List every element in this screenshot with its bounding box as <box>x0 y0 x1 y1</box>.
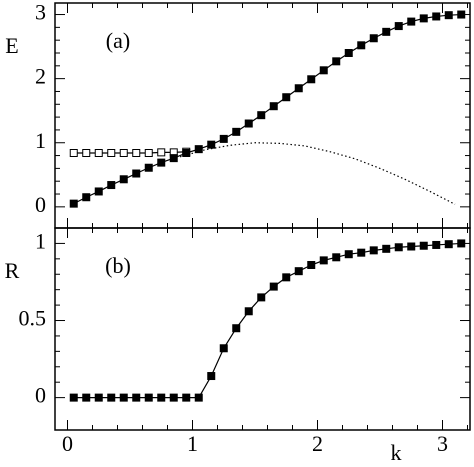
data-point <box>94 149 103 157</box>
y-tick-label: 0 <box>35 383 46 408</box>
data-point <box>119 149 128 157</box>
data-point <box>269 102 278 111</box>
data-point <box>382 244 391 253</box>
data-point <box>432 240 441 249</box>
data-point <box>107 181 116 190</box>
data-point <box>82 149 91 157</box>
data-point <box>219 344 228 353</box>
data-point <box>407 242 416 251</box>
data-point <box>219 134 228 143</box>
data-point <box>457 239 466 248</box>
y-tick-label: 2 <box>35 64 46 89</box>
data-point <box>157 148 166 157</box>
data-point <box>169 154 178 163</box>
data-point <box>307 75 316 84</box>
data-point <box>169 393 178 402</box>
data-point <box>432 12 441 21</box>
data-point <box>407 17 416 26</box>
data-point <box>319 256 328 265</box>
series-line <box>179 142 456 205</box>
data-point <box>69 149 78 157</box>
data-point <box>207 372 216 381</box>
data-point <box>94 393 103 402</box>
data-point <box>457 10 466 19</box>
data-point <box>294 267 303 276</box>
y-axis-label: R <box>5 258 20 283</box>
data-point <box>319 66 328 75</box>
x-axis-label: k <box>391 440 402 465</box>
data-point <box>307 261 316 270</box>
data-point <box>257 111 266 120</box>
data-point <box>257 293 266 302</box>
data-point <box>444 11 453 20</box>
x-tick-label: 2 <box>312 431 323 456</box>
data-point <box>82 393 91 402</box>
y-tick-label: 0.5 <box>19 306 47 331</box>
series-line <box>73 242 462 399</box>
data-point <box>357 41 366 50</box>
data-point <box>132 393 141 402</box>
data-point <box>282 273 291 282</box>
data-point <box>207 140 216 149</box>
data-point <box>69 393 78 402</box>
data-point <box>369 246 378 255</box>
series-line <box>73 13 462 205</box>
plot-frame <box>54 227 471 431</box>
y-tick-label: 3 <box>35 0 46 25</box>
data-point <box>94 187 103 196</box>
data-point <box>119 393 128 402</box>
data-point <box>144 163 153 172</box>
data-point <box>132 149 141 157</box>
y-tick-label: 1 <box>35 228 46 253</box>
series-line <box>73 151 187 154</box>
data-point <box>244 119 253 128</box>
panel-label: (a) <box>106 28 130 53</box>
data-point <box>332 253 341 262</box>
data-point <box>232 324 241 333</box>
data-point <box>182 393 191 402</box>
data-point <box>69 199 78 208</box>
data-point <box>444 240 453 249</box>
data-point <box>157 158 166 167</box>
data-point <box>269 282 278 291</box>
data-point <box>344 250 353 259</box>
data-point <box>357 248 366 257</box>
data-point <box>394 22 403 31</box>
y-tick-label: 0 <box>35 192 46 217</box>
data-point <box>144 393 153 402</box>
data-point <box>419 14 428 23</box>
data-point <box>119 175 128 184</box>
x-tick-label: 1 <box>187 431 198 456</box>
data-point <box>82 193 91 202</box>
data-point <box>419 241 428 250</box>
data-point <box>344 49 353 57</box>
data-point <box>194 393 203 402</box>
data-point <box>282 93 291 102</box>
data-point <box>144 149 153 157</box>
data-point <box>232 127 241 136</box>
data-point <box>194 145 203 154</box>
data-point <box>107 393 116 402</box>
data-point <box>382 27 391 36</box>
x-tick-label: 3 <box>437 431 448 456</box>
y-axis-label: E <box>5 33 18 58</box>
data-point <box>107 149 116 157</box>
data-point <box>394 243 403 252</box>
x-tick-label: 0 <box>62 431 73 456</box>
data-point <box>244 307 253 316</box>
y-tick-label: 1 <box>35 128 46 153</box>
panel-label: (b) <box>105 253 131 278</box>
data-point <box>182 149 191 157</box>
data-point <box>157 393 166 402</box>
data-point <box>294 84 303 93</box>
data-point <box>132 169 141 178</box>
data-point <box>332 57 341 66</box>
data-point <box>369 34 378 43</box>
